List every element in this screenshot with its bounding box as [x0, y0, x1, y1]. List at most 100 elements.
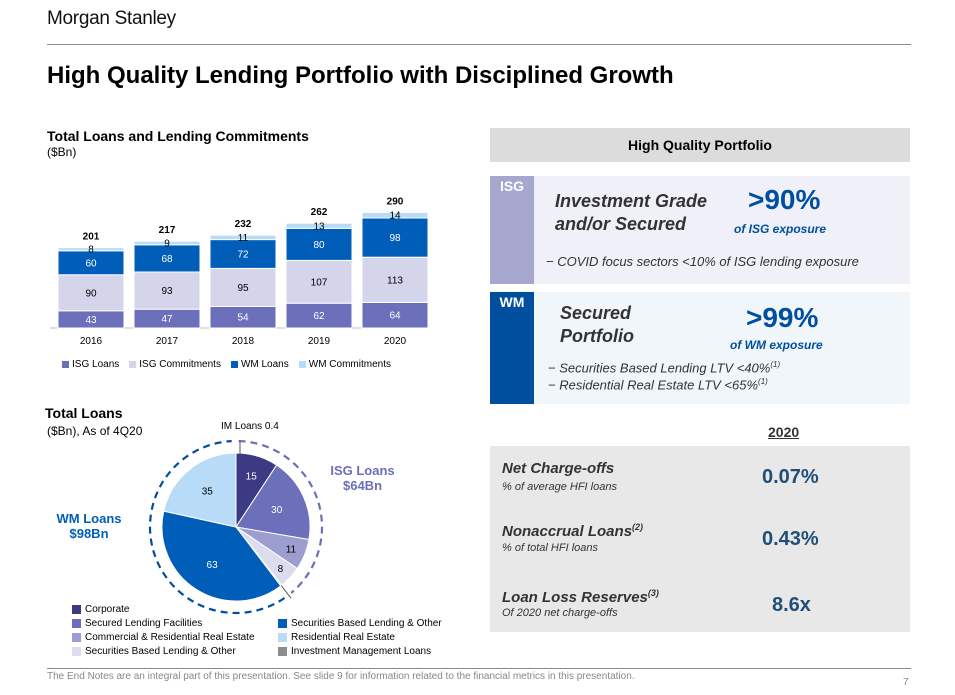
im-loans-label: IM Loans 0.4 — [221, 421, 279, 432]
bar-total-label: 217 — [159, 225, 176, 236]
bar-segment — [57, 250, 125, 276]
isg-loans-callout-name: ISG Loans — [330, 463, 395, 478]
legend-swatch — [278, 647, 287, 656]
metric-value-net-charge-offs: 0.07% — [762, 466, 819, 488]
wm-loans-callout-name: WM Loans — [56, 511, 122, 526]
legend-label: Investment Management Loans — [291, 646, 432, 657]
legend-label: WM Loans — [240, 359, 289, 370]
bar-segment — [57, 247, 125, 252]
legend-label: Securities Based Lending & Other — [85, 646, 236, 657]
bar-segment — [133, 244, 201, 273]
bottom-divider — [47, 668, 911, 669]
isg-quality-name: Investment Grade and/or Secured — [555, 190, 707, 236]
isg-loans-callout-value: $64Bn — [342, 478, 383, 493]
isg-quality-pct: >90% — [748, 184, 821, 215]
isg-quality-pct-sub: of ISG exposure — [734, 222, 827, 236]
bar-segment — [285, 222, 353, 229]
bar-segment — [57, 274, 125, 312]
total-loans-pie-chart: 15 30 118 63 35 — [148, 439, 324, 615]
isg-quality-name-line1: Investment Grade — [555, 191, 708, 211]
legend-swatch — [278, 619, 287, 628]
bar-total-label: 232 — [235, 219, 252, 230]
legend-swatch — [72, 619, 81, 628]
bar-segment-label: 8 — [88, 245, 94, 256]
wm-rre-bullet: − Residential Real Estate LTV <65%(1) — [548, 377, 768, 392]
x-tick-label: 2018 — [232, 336, 255, 347]
bar-chart-legend: ISG Loans ISG Commitments WM Loans WM Co… — [62, 359, 391, 370]
bar-segment-label: 9 — [164, 239, 170, 250]
wm-quality-name-line1: Secured — [560, 303, 632, 323]
x-tick-label: 2017 — [156, 336, 179, 347]
wm-quality-name-line2: Portfolio — [560, 326, 634, 346]
bar-segment — [209, 267, 277, 307]
footnote-ref: (1) — [758, 377, 768, 386]
legend-label: Commercial & Residential Real Estate — [85, 632, 255, 643]
pie-slice — [161, 510, 282, 602]
pie-chart-title: Total Loans — [45, 405, 123, 421]
pie-legend-im-loans: Investment Management Loans — [278, 646, 431, 657]
metric-value-nonaccrual-loans: 0.43% — [762, 528, 819, 550]
im-loans-leader — [280, 585, 292, 599]
wm-loans-callout-value: $98Bn — [69, 526, 109, 541]
bar-segment-label: 80 — [313, 240, 325, 251]
credit-metrics-panel: Net Charge-offs % of average HFI loans 0… — [490, 446, 910, 632]
pie-slice — [235, 464, 311, 541]
wm-sbl-bullet: − Securities Based Lending LTV <40%(1) — [548, 360, 780, 375]
bar-segment-label: 113 — [387, 275, 403, 286]
metric-value-loan-loss-reserves: 8.6x — [772, 594, 811, 616]
legend-label: WM Commitments — [308, 359, 391, 370]
metrics-year-heading: 2020 — [768, 424, 800, 440]
legend-swatch — [278, 633, 287, 642]
wm-group-arc — [148, 440, 286, 615]
footnote-ref: (1) — [770, 360, 781, 369]
bar-segment-label: 90 — [85, 288, 97, 299]
high-quality-portfolio-header: High Quality Portfolio — [490, 128, 910, 162]
wm-quality-pct-sub: of WM exposure — [730, 338, 823, 352]
wm-quality-name: Secured Portfolio — [560, 302, 634, 348]
metric-name-nonaccrual-loans: Nonaccrual Loans(2) — [502, 522, 643, 540]
legend-swatch — [298, 361, 306, 368]
x-tick-label: 2019 — [308, 336, 331, 347]
bar-segment-label: 68 — [161, 254, 173, 265]
metric-name-loan-loss-reserves: Loan Loss Reserves(3) — [502, 588, 659, 606]
pie-slice-label: 35 — [202, 487, 214, 498]
bar-segment — [133, 240, 201, 246]
bar-segment-label: 60 — [85, 258, 97, 269]
legend-swatch — [72, 647, 81, 656]
wm-rre-bullet-text: − Residential Real Estate LTV <65% — [548, 377, 759, 393]
bar-segment-label: 11 — [238, 233, 249, 244]
bar-segment-label: 107 — [311, 277, 328, 288]
pie-slice-label: 30 — [271, 505, 283, 516]
legend-swatch — [129, 361, 137, 368]
bar-segment-label: 62 — [313, 311, 325, 322]
metric-name-text: Nonaccrual Loans — [502, 523, 633, 540]
bar-segment-label: 47 — [161, 314, 173, 325]
isg-covid-bullet: − COVID focus sectors <10% of ISG lendin… — [546, 254, 859, 269]
bar-segment — [361, 256, 429, 303]
wm-quality-band: WM Secured Portfolio >99% of WM exposure… — [490, 292, 910, 404]
footnote-ref: (3) — [647, 588, 659, 598]
bar-segment — [361, 301, 429, 329]
pie-slice-label: 63 — [207, 560, 219, 571]
pie-legend-secured-lending: Secured Lending Facilities — [72, 618, 202, 629]
top-divider — [47, 44, 911, 45]
isg-quality-band: ISG Investment Grade and/or Secured >90%… — [490, 176, 910, 284]
isg-quality-name-line2: and/or Secured — [555, 214, 687, 234]
bar-segment-label: 72 — [237, 250, 249, 261]
bar-segment-label: 43 — [85, 315, 97, 326]
bar-segment — [285, 227, 353, 261]
pie-chart-legend: Corporate Secured Lending Facilities Com… — [72, 604, 472, 660]
pie-legend-residential-re: Residential Real Estate — [278, 632, 395, 643]
isg-tag: ISG — [490, 176, 534, 284]
pie-legend-corporate: Corporate — [72, 604, 129, 615]
bar-segment — [361, 211, 429, 219]
isg-loans-callout: ISG Loans $64Bn — [320, 463, 405, 493]
bar-segment-label: 93 — [161, 286, 173, 297]
metric-name-net-charge-offs: Net Charge-offs — [502, 460, 614, 477]
company-logo: Morgan Stanley — [47, 8, 176, 29]
wm-loans-callout: WM Loans $98Bn — [48, 511, 130, 541]
legend-item-wm-commitments: WM Commitments — [298, 359, 391, 370]
bar-total-label: 201 — [83, 232, 100, 243]
legend-label: ISG Commitments — [139, 359, 221, 370]
bar-segment-label: 64 — [389, 311, 401, 322]
